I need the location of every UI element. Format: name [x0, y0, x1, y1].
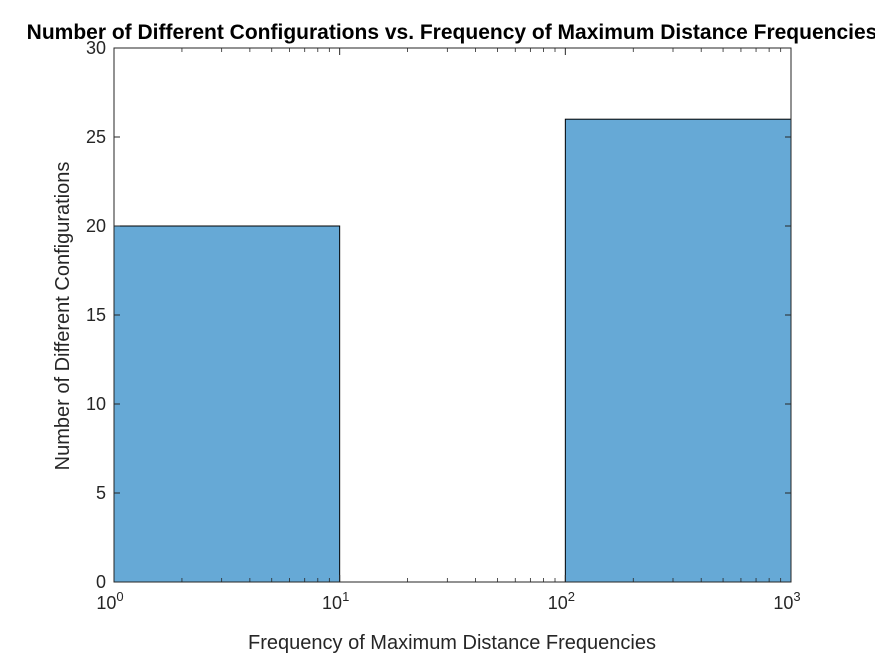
- y-tick-label: 15: [86, 305, 106, 325]
- chart-title: Number of Different Configurations vs. F…: [27, 21, 875, 44]
- x-tick-label: 101: [322, 589, 349, 613]
- x-axis-label: Frequency of Maximum Distance Frequencie…: [248, 632, 656, 654]
- histogram-bar: [113, 225, 341, 583]
- x-tick-label: 100: [96, 589, 123, 613]
- histogram-bar: [564, 118, 792, 583]
- x-tick-label: 103: [773, 589, 800, 613]
- y-tick-label: 30: [86, 38, 106, 58]
- y-axis-label: Number of Different Configurations: [52, 162, 74, 471]
- y-tick-label: 10: [86, 394, 106, 414]
- y-tick-label: 20: [86, 216, 106, 236]
- y-tick-label: 25: [86, 127, 106, 147]
- y-tick-label: 0: [96, 572, 106, 592]
- y-tick-label: 5: [96, 483, 106, 503]
- x-tick-label: 102: [548, 589, 575, 613]
